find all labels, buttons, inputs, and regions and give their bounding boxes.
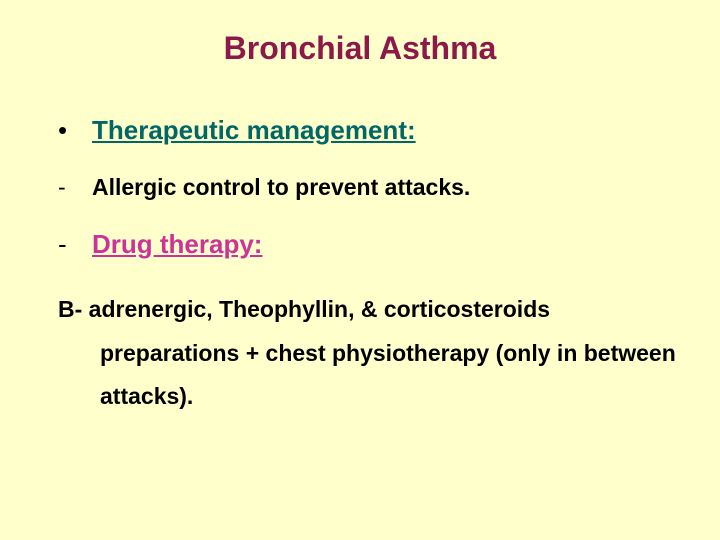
slide-title: Bronchial Asthma: [40, 30, 680, 67]
list-item: • Therapeutic management:: [40, 115, 680, 146]
dash-marker: -: [40, 229, 92, 260]
bullet-marker: •: [40, 115, 92, 146]
bullet-list: • Therapeutic management: - Allergic con…: [40, 115, 680, 260]
list-item: - Allergic control to prevent attacks.: [40, 174, 680, 201]
list-item-text: Drug therapy:: [92, 229, 680, 260]
paragraph-line2: preparations + chest physiotherapy (only…: [100, 332, 680, 419]
list-item-text: Allergic control to prevent attacks.: [92, 174, 680, 201]
paragraph-line1: B- adrenergic, Theophyllin, & corticoste…: [58, 296, 550, 322]
dash-marker: -: [40, 174, 92, 201]
list-item: - Drug therapy:: [40, 229, 680, 260]
paragraph: B- adrenergic, Theophyllin, & corticoste…: [58, 288, 680, 419]
list-item-text: Therapeutic management:: [92, 115, 680, 146]
